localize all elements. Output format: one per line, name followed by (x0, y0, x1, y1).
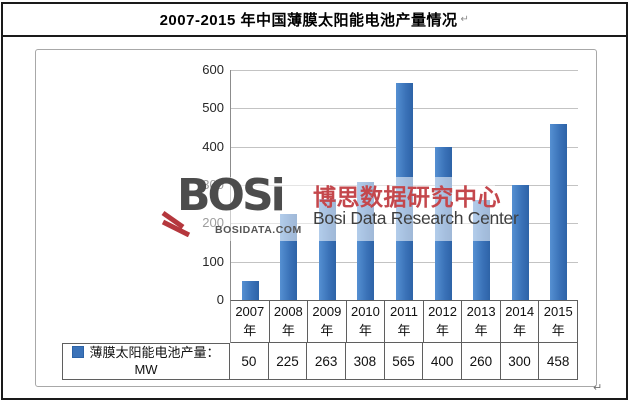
bar-2007 (241, 280, 259, 300)
legend-swatch-icon (72, 345, 85, 358)
x-category-year: 2007 (235, 303, 265, 319)
bar-2014 (511, 185, 529, 300)
x-category-suffix: 年 (243, 322, 257, 338)
value-cells: 50 225 263 308 565 400 260 300 458 (230, 343, 578, 380)
value-cell: 260 (462, 343, 501, 380)
bar-2011 (396, 83, 413, 300)
chart-frame: 2007 年 2008 年 2009 年 2010 年 2011 年 2012 年 2013 年 2014 年… (35, 49, 597, 387)
chart-container-row: 2007 年 2008 年 2009 年 2010 年 2011 年 2012 年 2013 年 2014 年… (3, 37, 626, 398)
bar-2009 (318, 199, 336, 300)
y-axis-tick-label: 500 (202, 100, 224, 116)
x-category-cell: 2014 年 (500, 301, 540, 343)
x-category-cell: 2011 年 (385, 301, 424, 343)
end-paragraph-mark-icon: ↵ (593, 382, 603, 394)
y-axis-tick-label: 100 (202, 253, 224, 269)
x-category-cell: 2013 年 (462, 301, 501, 343)
x-category-suffix: 年 (397, 322, 411, 338)
x-category-year: 2010 (350, 303, 380, 319)
value-cell: 225 (268, 343, 308, 380)
x-category-cell: 2008 年 (269, 301, 309, 343)
x-category-suffix: 年 (281, 322, 295, 338)
value-cell: 400 (423, 343, 462, 380)
x-category-cell: 2012 年 (423, 301, 463, 343)
x-category-year: 2009 (312, 303, 342, 319)
x-axis-category-row: 2007 年 2008 年 2009 年 2010 年 2011 年 2012 年 2013 年 2014 年… (230, 300, 578, 343)
y-axis-tick-label: 0 (216, 292, 224, 307)
x-category-suffix: 年 (474, 322, 488, 338)
x-category-suffix: 年 (358, 322, 372, 338)
x-category-cell: 2015 年 (539, 301, 578, 343)
x-category-year: 2012 (428, 303, 457, 319)
x-category-year: 2014 (505, 303, 535, 319)
paragraph-mark-icon: ↵ (460, 14, 470, 25)
value-cell: 263 (307, 343, 346, 380)
value-cell: 308 (346, 343, 385, 380)
x-category-year: 2011 (390, 303, 418, 319)
legend-label-line: 薄膜太阳能电池产量： (72, 344, 220, 362)
x-category-year: 2015 (543, 303, 573, 319)
x-category-cell: 2007 年 (231, 301, 270, 343)
value-cell: 565 (384, 343, 424, 380)
bar-2008 (280, 213, 298, 300)
document-table: 2007-2015 年中国薄膜太阳能电池产量情况 ↵ 2007 年 2008 年 200… (1, 2, 628, 400)
bar-2010 (357, 181, 375, 300)
x-category-suffix: 年 (320, 322, 334, 338)
x-category-cell: 2009 年 (308, 301, 347, 343)
x-category-suffix: 年 (551, 322, 565, 338)
x-category-year: 2008 (273, 303, 303, 319)
y-axis-tick-label: 300 (202, 177, 224, 192)
legend-series-unit: MW (134, 361, 158, 377)
legend-cell: 薄膜太阳能电池产量： MW (62, 343, 230, 380)
y-axis-tick-label: 600 (202, 62, 224, 77)
x-category-cell: 2010 年 (346, 301, 386, 343)
title-row: 2007-2015 年中国薄膜太阳能电池产量情况 ↵ (3, 4, 626, 37)
bar-2012 (434, 146, 452, 300)
y-axis-tick-label: 400 (202, 138, 224, 154)
bar-2015 (550, 124, 568, 300)
data-table-row: 薄膜太阳能电池产量： MW 50 225 263 308 565 400 260 300 458 (62, 343, 578, 380)
plot-area (230, 70, 578, 300)
y-axis-tick-label: 200 (202, 215, 224, 231)
gridline (231, 70, 578, 71)
value-cell: 300 (500, 343, 540, 380)
x-category-suffix: 年 (513, 322, 527, 338)
chart-title: 2007-2015 年中国薄膜太阳能电池产量情况 (159, 12, 458, 29)
bar-2013 (473, 200, 491, 300)
value-cell: 50 (230, 343, 269, 380)
legend-series-name: 薄膜太阳能电池产量： (89, 344, 220, 360)
value-cell: 458 (539, 343, 578, 380)
x-category-year: 2013 (466, 303, 496, 319)
x-category-suffix: 年 (436, 322, 450, 338)
